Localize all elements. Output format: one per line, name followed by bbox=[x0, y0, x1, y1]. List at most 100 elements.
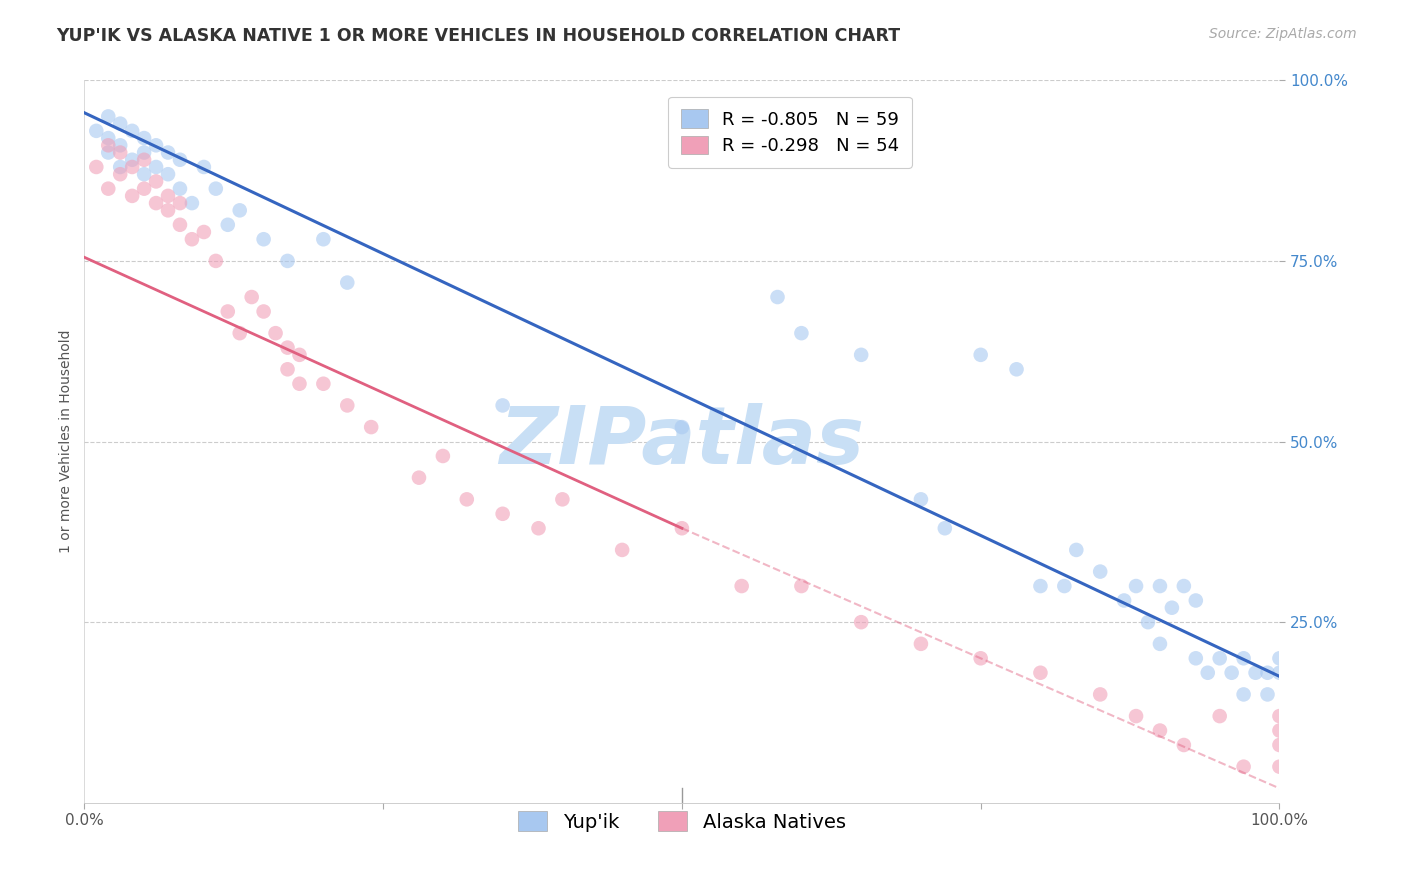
Point bbox=[110, 145, 132, 160]
Point bbox=[181, 196, 204, 211]
Point bbox=[110, 160, 132, 174]
Point bbox=[1149, 637, 1171, 651]
Point bbox=[240, 290, 263, 304]
Point bbox=[1029, 579, 1052, 593]
Text: YUP'IK VS ALASKA NATIVE 1 OR MORE VEHICLES IN HOUSEHOLD CORRELATION CHART: YUP'IK VS ALASKA NATIVE 1 OR MORE VEHICL… bbox=[56, 27, 900, 45]
Point bbox=[217, 304, 239, 318]
Legend: Yup'ik, Alaska Natives: Yup'ik, Alaska Natives bbox=[506, 800, 858, 844]
Point bbox=[1220, 665, 1243, 680]
Point bbox=[1185, 651, 1208, 665]
Point bbox=[110, 167, 132, 181]
Point bbox=[1161, 600, 1184, 615]
Text: ZIPatlas: ZIPatlas bbox=[499, 402, 865, 481]
Point bbox=[1029, 665, 1052, 680]
Point bbox=[492, 398, 515, 412]
Point bbox=[1268, 738, 1291, 752]
Point bbox=[145, 196, 167, 211]
Point bbox=[1268, 665, 1291, 680]
Point bbox=[229, 326, 252, 340]
Point bbox=[132, 131, 156, 145]
Point bbox=[132, 182, 156, 196]
Point bbox=[1149, 723, 1171, 738]
Point bbox=[336, 398, 359, 412]
Point bbox=[157, 189, 180, 203]
Point bbox=[277, 362, 299, 376]
Point bbox=[312, 376, 335, 391]
Point bbox=[408, 470, 430, 484]
Point bbox=[132, 145, 156, 160]
Point bbox=[1268, 723, 1291, 738]
Point bbox=[157, 203, 180, 218]
Point bbox=[336, 276, 359, 290]
Point bbox=[790, 326, 813, 340]
Point bbox=[205, 182, 228, 196]
Point bbox=[121, 124, 143, 138]
Point bbox=[612, 542, 634, 557]
Point bbox=[97, 145, 120, 160]
Point bbox=[671, 420, 693, 434]
Point bbox=[312, 232, 335, 246]
Point bbox=[1125, 579, 1147, 593]
Point bbox=[492, 507, 515, 521]
Point bbox=[910, 492, 932, 507]
Point bbox=[1209, 709, 1232, 723]
Point bbox=[551, 492, 574, 507]
Point bbox=[851, 615, 873, 630]
Text: Source: ZipAtlas.com: Source: ZipAtlas.com bbox=[1209, 27, 1357, 41]
Point bbox=[1149, 579, 1171, 593]
Point bbox=[97, 138, 120, 153]
Point bbox=[1114, 593, 1136, 607]
Point bbox=[527, 521, 550, 535]
Point bbox=[121, 160, 143, 174]
Point bbox=[169, 153, 191, 167]
Point bbox=[157, 145, 180, 160]
Point bbox=[193, 160, 215, 174]
Point bbox=[169, 196, 191, 211]
Point bbox=[97, 182, 120, 196]
Point bbox=[145, 138, 167, 153]
Point bbox=[277, 341, 299, 355]
Point bbox=[97, 110, 120, 124]
Point bbox=[205, 253, 228, 268]
Point bbox=[910, 637, 932, 651]
Point bbox=[97, 131, 120, 145]
Point bbox=[1233, 760, 1256, 774]
Point bbox=[360, 420, 382, 434]
Point bbox=[671, 521, 693, 535]
Point bbox=[132, 153, 156, 167]
Point bbox=[731, 579, 754, 593]
Point bbox=[181, 232, 204, 246]
Point bbox=[790, 579, 813, 593]
Point bbox=[253, 232, 276, 246]
Point bbox=[1257, 687, 1279, 701]
Point bbox=[1173, 579, 1195, 593]
Point bbox=[970, 651, 993, 665]
Point bbox=[217, 218, 239, 232]
Point bbox=[121, 153, 143, 167]
Point bbox=[157, 167, 180, 181]
Point bbox=[121, 189, 143, 203]
Point bbox=[1137, 615, 1160, 630]
Point bbox=[1233, 687, 1256, 701]
Point bbox=[1268, 709, 1291, 723]
Point bbox=[264, 326, 287, 340]
Point bbox=[1125, 709, 1147, 723]
Point bbox=[86, 124, 108, 138]
Point bbox=[229, 203, 252, 218]
Point bbox=[169, 218, 191, 232]
Point bbox=[1268, 651, 1291, 665]
Point bbox=[1090, 565, 1112, 579]
Point bbox=[1197, 665, 1219, 680]
Point bbox=[1066, 542, 1088, 557]
Point bbox=[1244, 665, 1267, 680]
Point bbox=[432, 449, 454, 463]
Point bbox=[277, 253, 299, 268]
Point bbox=[1257, 665, 1279, 680]
Point bbox=[110, 117, 132, 131]
Point bbox=[1090, 687, 1112, 701]
Point bbox=[1005, 362, 1028, 376]
Point bbox=[110, 138, 132, 153]
Point bbox=[851, 348, 873, 362]
Point bbox=[288, 348, 311, 362]
Point bbox=[934, 521, 956, 535]
